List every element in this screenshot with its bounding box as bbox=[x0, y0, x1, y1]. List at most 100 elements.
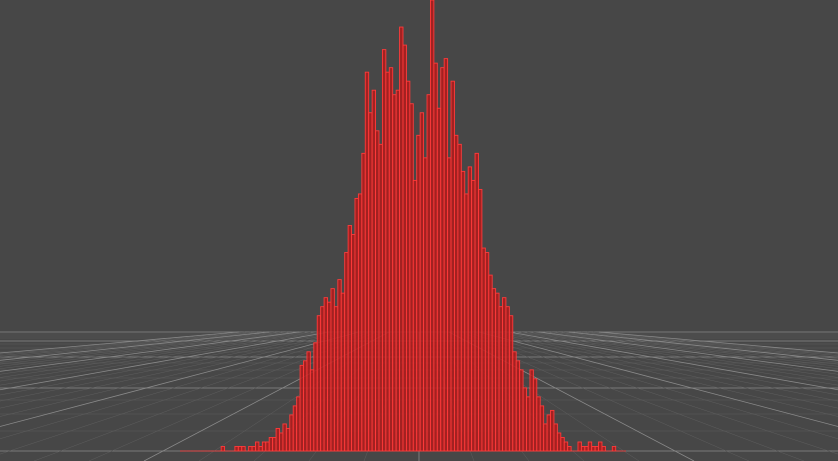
histogram-bar bbox=[303, 360, 308, 452]
histogram-bar bbox=[220, 446, 226, 452]
histogram-bar bbox=[443, 58, 449, 452]
grid-line-depth bbox=[0, 331, 348, 409]
grid-line-depth bbox=[0, 331, 276, 363]
grid-line-depth bbox=[0, 331, 360, 427]
grid-line-depth bbox=[502, 331, 838, 396]
grid-line-depth bbox=[562, 331, 838, 363]
histogram-bar bbox=[361, 152, 366, 452]
histogram-bar bbox=[512, 351, 517, 452]
grid-line-depth bbox=[592, 331, 838, 355]
histogram-bar bbox=[272, 437, 277, 452]
histogram-bar bbox=[584, 446, 589, 452]
grid-line-depth bbox=[478, 331, 838, 427]
grid-line-depth bbox=[514, 331, 838, 386]
histogram-bar bbox=[265, 441, 270, 452]
histogram-bar bbox=[508, 315, 514, 452]
histogram-bar bbox=[351, 234, 356, 452]
histogram-bar bbox=[375, 130, 380, 452]
histogram-bar bbox=[337, 279, 342, 452]
histogram-bar bbox=[491, 288, 497, 452]
histogram-bar bbox=[611, 446, 617, 452]
histogram-bar bbox=[275, 428, 280, 452]
histogram-bar bbox=[313, 342, 318, 452]
histogram-bar bbox=[474, 152, 479, 452]
histogram-bar bbox=[409, 103, 414, 452]
histogram-bar bbox=[237, 446, 243, 452]
histogram-bar bbox=[457, 143, 462, 452]
histogram-bar bbox=[251, 446, 256, 452]
histogram-bar bbox=[368, 112, 373, 452]
histogram-bar bbox=[255, 441, 260, 452]
histogram-bar bbox=[405, 80, 411, 452]
histogram-bar bbox=[467, 166, 473, 452]
histogram-bar bbox=[395, 89, 401, 452]
grid-line-depth bbox=[550, 331, 838, 367]
histogram-bar bbox=[402, 44, 407, 452]
grid-line-depth bbox=[0, 331, 336, 396]
histogram-bar bbox=[543, 423, 548, 452]
histogram-bar bbox=[515, 360, 521, 452]
grid-line-depth bbox=[460, 331, 805, 461]
grid-line-depth bbox=[0, 331, 270, 361]
grid-line-depth bbox=[574, 331, 838, 359]
histogram-bar bbox=[454, 134, 459, 452]
grid-line-depth bbox=[0, 331, 288, 367]
histogram-bar bbox=[285, 428, 291, 452]
histogram-bar bbox=[357, 193, 363, 452]
grid-line-depth bbox=[580, 331, 838, 358]
grid-line-depth bbox=[598, 331, 838, 354]
histogram-bar bbox=[577, 441, 582, 452]
grid-line-depth bbox=[472, 331, 838, 440]
grid-line-depth bbox=[496, 331, 838, 402]
histogram-bar bbox=[519, 369, 524, 452]
grid-line-depth bbox=[0, 331, 306, 375]
histogram-bar bbox=[532, 378, 538, 452]
grid-line-depth bbox=[0, 331, 312, 378]
histogram-bar bbox=[495, 292, 500, 452]
histogram-bar bbox=[416, 134, 421, 452]
histogram-bar bbox=[388, 67, 394, 452]
histogram-bar bbox=[344, 252, 349, 452]
grid-line-depth bbox=[0, 331, 330, 391]
histogram-bar bbox=[248, 446, 253, 452]
grid-line-depth bbox=[556, 331, 838, 365]
histogram-bar bbox=[340, 292, 346, 452]
histogram-bar bbox=[536, 396, 541, 452]
histogram-bar bbox=[567, 446, 572, 452]
histogram-bar bbox=[436, 107, 442, 452]
histogram-bar bbox=[447, 157, 452, 452]
grid-line-depth bbox=[0, 331, 246, 355]
histogram-bar bbox=[423, 157, 428, 452]
grid-line-depth bbox=[484, 331, 838, 417]
histogram-bar bbox=[556, 432, 562, 452]
grid-line-depth bbox=[0, 331, 318, 382]
grid-line-depth bbox=[0, 331, 252, 356]
histogram-bar bbox=[385, 71, 390, 452]
histogram-bar bbox=[505, 306, 510, 452]
grid-line-depth bbox=[0, 331, 300, 372]
histogram-bar bbox=[299, 364, 304, 452]
grid-line-depth bbox=[508, 331, 838, 391]
histogram-bar bbox=[587, 441, 593, 452]
histogram-bar bbox=[539, 405, 545, 452]
histogram-bar bbox=[450, 80, 455, 452]
histogram-bar bbox=[440, 67, 445, 452]
histogram-bar bbox=[309, 369, 315, 452]
histogram-bar bbox=[371, 89, 376, 452]
histogram-bar bbox=[378, 143, 383, 452]
histogram-bar bbox=[292, 405, 298, 452]
histogram-bar bbox=[306, 351, 311, 452]
histogram-bar bbox=[580, 446, 586, 452]
grid-line-depth bbox=[0, 331, 372, 455]
histogram-bar bbox=[601, 446, 606, 452]
histogram-bar bbox=[550, 409, 555, 452]
histogram-bar bbox=[426, 94, 431, 452]
histogram-bar bbox=[591, 446, 596, 452]
histogram-bar bbox=[529, 369, 534, 452]
grid-line-depth bbox=[0, 331, 264, 359]
histogram-bar bbox=[241, 446, 246, 452]
grid-line-depth bbox=[0, 331, 366, 440]
histogram-bar bbox=[268, 437, 274, 452]
